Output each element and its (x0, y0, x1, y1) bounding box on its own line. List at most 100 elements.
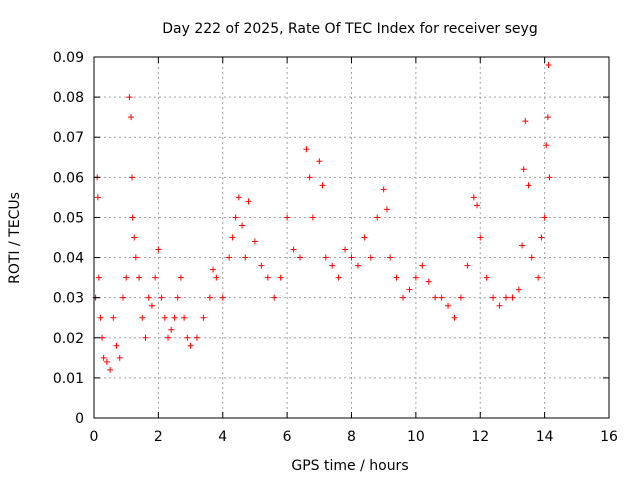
data-point (155, 246, 162, 253)
data-point (445, 302, 452, 309)
data-point (374, 214, 381, 221)
y-tick-label: 0.06 (53, 170, 84, 186)
data-point (99, 334, 106, 341)
data-point (367, 254, 374, 261)
data-point (142, 334, 149, 341)
x-tick-label: 2 (154, 429, 163, 445)
data-point (309, 214, 316, 221)
data-point (322, 254, 329, 261)
data-point (194, 334, 200, 341)
data-point (123, 274, 130, 281)
axes: 0 2 4 6 8 10 12 14 16 0 0.01 0.02 0.03 0.04 0.05 0.06 0.… (53, 50, 618, 445)
data-point (284, 214, 291, 221)
data-point (393, 274, 400, 281)
data-point (251, 238, 258, 245)
data-point (119, 294, 126, 301)
data-point (464, 262, 471, 269)
data-point (316, 158, 323, 165)
data-point (383, 206, 390, 213)
data-point (335, 274, 342, 281)
data-point (116, 354, 123, 361)
x-tick-label: 16 (600, 429, 618, 445)
data-point (126, 94, 133, 101)
data-point (509, 294, 516, 301)
data-point (152, 274, 159, 281)
y-axis-label: ROTI / TECUs (7, 192, 23, 284)
data-point (354, 262, 361, 269)
data-point (107, 366, 114, 373)
data-point (242, 254, 249, 261)
data-point (503, 294, 509, 301)
data-point (184, 334, 191, 341)
data-point (103, 358, 110, 365)
data-point (470, 194, 477, 201)
data-point (100, 354, 107, 361)
data-point (432, 294, 439, 301)
x-tick-label: 4 (218, 429, 227, 445)
data-point (541, 214, 548, 221)
data-point (174, 294, 181, 301)
data-point (522, 118, 529, 125)
data-point (406, 286, 413, 293)
data-point (474, 202, 481, 209)
data-point (319, 182, 326, 189)
data-point (544, 114, 551, 121)
data-point (546, 174, 553, 181)
x-tick-label: 8 (347, 429, 356, 445)
data-point (177, 274, 184, 281)
y-tick-label: 0.08 (53, 90, 84, 106)
data-point (543, 142, 550, 149)
data-point (235, 194, 242, 201)
data-point (520, 166, 527, 173)
data-point (271, 294, 278, 301)
data-point (128, 114, 135, 121)
data-point (206, 294, 213, 301)
data-point (329, 262, 336, 269)
x-tick-label: 14 (536, 429, 554, 445)
data-point (132, 254, 139, 261)
data-point (200, 314, 207, 321)
data-point (535, 274, 542, 281)
data-point (139, 314, 146, 321)
data-point (306, 174, 313, 181)
data-point (187, 342, 194, 349)
data-point (158, 294, 165, 301)
chart-title: Day 222 of 2025, Rate Of TEC Index for r… (162, 21, 537, 37)
data-point (490, 294, 497, 301)
y-tick-label: 0.05 (53, 210, 84, 226)
x-axis-label: GPS time / hours (291, 458, 408, 474)
data-point (419, 262, 426, 269)
x-tick-label: 0 (90, 429, 99, 445)
data-point (264, 274, 271, 281)
x-tick-label: 10 (407, 429, 425, 445)
data-point (277, 274, 284, 281)
y-tick-label: 0.09 (53, 50, 84, 66)
data-point (94, 194, 101, 201)
data-point (131, 234, 138, 241)
data-point (290, 246, 297, 253)
data-point (128, 174, 135, 181)
data-point (451, 314, 458, 321)
data-point (219, 294, 226, 301)
y-tick-label: 0.07 (53, 130, 84, 146)
x-tick-label: 6 (283, 429, 292, 445)
data-point (303, 146, 310, 153)
data-point (515, 286, 522, 293)
data-point (136, 274, 143, 281)
data-point (519, 242, 526, 249)
data-point (400, 294, 406, 301)
y-tick-label: 0.01 (53, 371, 84, 387)
data-point (168, 326, 175, 333)
data-point (113, 342, 120, 349)
data-point (528, 254, 535, 261)
data-point (538, 234, 545, 241)
data-point (226, 254, 233, 261)
data-point (438, 294, 445, 301)
data-point (165, 334, 172, 341)
data-point (412, 274, 419, 281)
data-point (545, 62, 552, 69)
data-point (348, 254, 355, 261)
y-tick-label: 0 (75, 411, 84, 427)
data-point (213, 274, 220, 281)
